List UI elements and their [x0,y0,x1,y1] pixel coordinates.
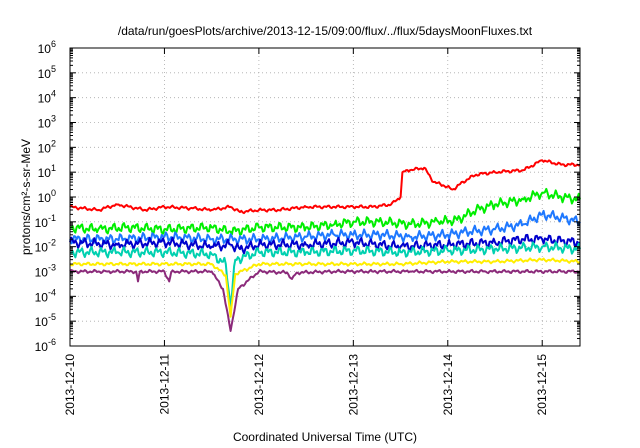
y-tick-label: 100 [38,188,56,205]
x-tick-label: 2013-12-14 [441,354,455,416]
x-tick-label: 2013-12-11 [157,354,171,415]
y-tick-label: 10-5 [35,312,56,329]
series-line [69,268,581,332]
x-ticks: 2013-12-10 2013-12-11 2013-12-12 2013-12-13… [63,48,549,415]
y-tick-label: 101 [38,163,56,180]
y-tick-label: 106 [38,39,56,56]
x-tick-label: 2013-12-15 [535,354,549,416]
grid [69,47,580,347]
x-tick-label: 2013-12-10 [63,354,77,416]
y-axis-label: protons/cm²-s-sr-MeV [19,139,33,255]
x-tick-label: 2013-12-13 [346,354,360,416]
y-tick-label: 103 [38,114,56,131]
y-tick-label: 102 [38,138,56,155]
y-tick-label: 10-4 [35,287,56,304]
x-tick-label: 2013-12-12 [252,354,266,416]
y-tick-label: 10-6 [35,337,56,354]
series-line [69,233,581,255]
series-line [69,241,581,308]
series-line [69,187,581,236]
x-axis-label: Coordinated Universal Time (UTC) [233,430,417,444]
y-tick-label: 104 [38,89,56,106]
y-tick-label: 105 [38,64,56,81]
y-tick-label: 10-3 [35,263,56,280]
y-ticks: 106 105 104 103 102 101 100 10-1 10-2 10-3 10-4 10-… [35,39,580,354]
chart-title: /data/run/goesPlots/archive/2013-12-15/0… [118,24,533,38]
y-tick-label: 10-1 [35,213,56,230]
series-lines [69,159,581,332]
series-line [69,257,581,318]
y-tick-label: 10-2 [35,238,56,255]
series-line [69,159,581,215]
